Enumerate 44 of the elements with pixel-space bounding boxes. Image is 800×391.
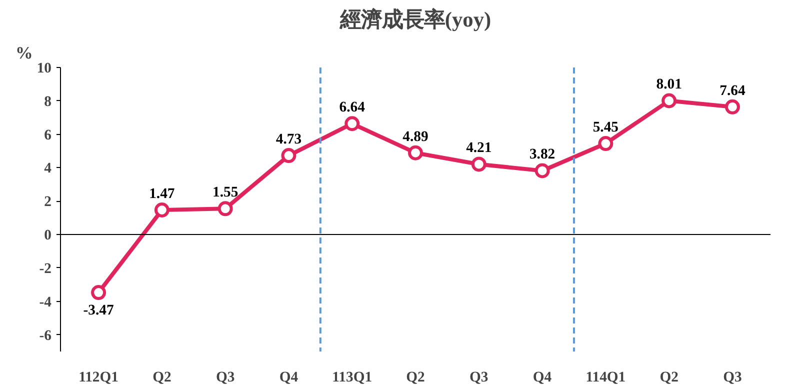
x-tick-label: 113Q1 — [332, 370, 372, 386]
y-tick-label: 0 — [44, 228, 52, 244]
point — [281, 148, 296, 164]
point — [154, 202, 170, 218]
x-tick-label: Q2 — [406, 370, 425, 386]
y-axis-title: % — [16, 44, 33, 62]
point — [91, 285, 106, 300]
data-label: 7.64 — [720, 82, 746, 99]
point — [662, 93, 677, 108]
y-tick-label: -6 — [39, 328, 52, 344]
y-tick-label: 4 — [44, 160, 52, 177]
data-label: 8.01 — [656, 76, 682, 93]
x-tick-label: Q2 — [152, 370, 172, 386]
y-tick-label: 10 — [36, 60, 52, 76]
x-tick-label: Q3 — [470, 370, 488, 386]
point — [471, 156, 486, 172]
y-tick-label: 2 — [44, 194, 52, 210]
y-tick-label: 8 — [44, 94, 52, 110]
data-label: 4.73 — [276, 132, 302, 148]
y-tick-label: -4 — [39, 294, 52, 310]
x-tick-label: 112Q1 — [78, 370, 118, 386]
point — [534, 163, 550, 178]
data-label: 4.89 — [402, 128, 428, 145]
data-label: -3.47 — [83, 302, 114, 319]
data-label: 3.82 — [529, 146, 556, 163]
y-tick-label: -2 — [39, 260, 52, 277]
x-tick-label: Q3 — [723, 370, 742, 386]
x-tick-label: Q4 — [279, 370, 299, 386]
data-label: 6.64 — [339, 100, 366, 116]
x-tick-label: Q2 — [660, 370, 678, 386]
point — [724, 99, 740, 114]
point — [344, 116, 360, 132]
point — [598, 136, 614, 151]
data-label: 4.21 — [466, 140, 492, 156]
point — [408, 145, 423, 160]
point — [218, 201, 233, 216]
chart-title: 經濟成長率(yoy) — [338, 8, 492, 32]
data-label: 1.47 — [149, 186, 175, 202]
x-tick-label: Q4 — [532, 370, 552, 386]
data-label: 5.45 — [592, 120, 619, 136]
x-tick-label: Q3 — [216, 370, 235, 386]
y-tick-label: 6 — [44, 127, 52, 144]
data-label: 1.55 — [212, 184, 238, 201]
x-tick-label: 114Q1 — [586, 370, 626, 386]
